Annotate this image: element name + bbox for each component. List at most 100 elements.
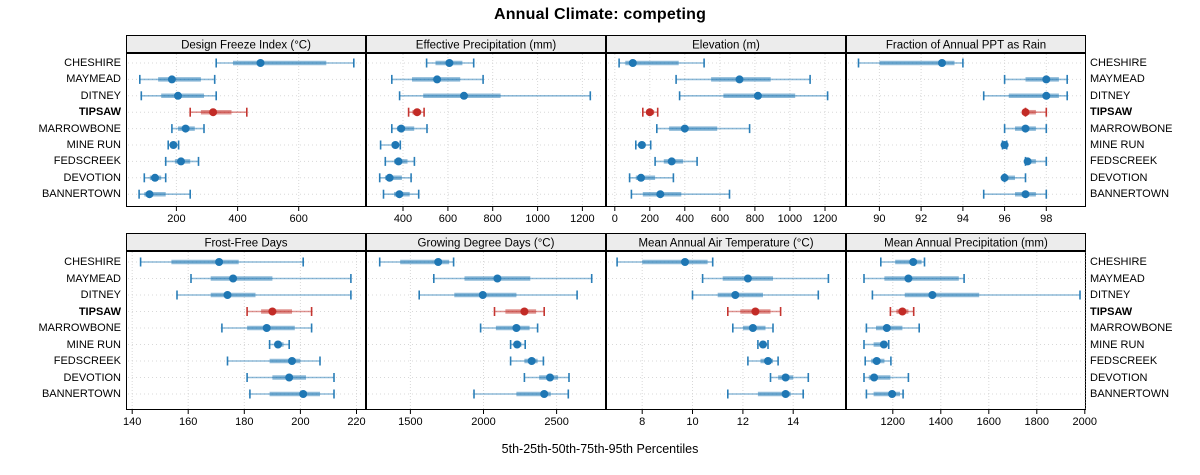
plot-area — [125, 53, 366, 207]
site-label-right-bottom-cheshire: CHESHIRE — [1090, 256, 1147, 268]
series-cheshire — [214, 58, 355, 68]
series-fedscreek — [509, 356, 544, 366]
series-tipsaw — [641, 107, 659, 117]
panel-mean-annual-precipitation-mm: Mean Annual Precipitation (mm) 1200 1400 16… — [845, 233, 1097, 428]
axis-tick-label: 2000 — [471, 416, 495, 428]
site-labels-right: CHESHIRE MAYMEAD DITNEY TIPSAW MARROWBONE MIN… — [1090, 0, 1200, 475]
median-dot — [680, 124, 689, 133]
median-dot — [539, 390, 548, 398]
median-dot — [872, 357, 881, 365]
site-label-left-top-bannertown: BANNERTOWN — [41, 188, 121, 201]
axis-tick-label: 1500 — [398, 416, 422, 428]
series-devotion — [378, 173, 412, 183]
series-devotion — [1000, 173, 1026, 183]
series-devotion — [245, 373, 335, 382]
site-label-left-top-ditney: DITNEY — [80, 89, 121, 102]
axis-tick-label: 1800 — [1024, 416, 1048, 428]
median-dot — [637, 141, 646, 149]
median-dot — [655, 190, 664, 199]
panel-growing-degree-days-c: Growing Degree Days (°C) 1500 2000 2500 — [365, 233, 606, 428]
axis-tick-label: 600 — [710, 213, 728, 225]
median-dot — [492, 274, 501, 283]
median-dot — [284, 373, 293, 382]
series-cheshire — [879, 257, 925, 267]
series-tipsaw — [726, 307, 781, 316]
percentiles-caption: 5th-25th-50th-75th-95th Percentiles — [501, 442, 699, 456]
strip — [605, 233, 846, 251]
median-dot — [394, 190, 403, 199]
strip — [605, 35, 846, 53]
median-dot — [1041, 75, 1050, 84]
site-label-right-bottom-maymead: MAYMEAD — [1090, 272, 1145, 285]
axis-tick-label: 0 — [611, 213, 617, 225]
series-devotion — [769, 373, 809, 382]
median-dot — [173, 91, 182, 100]
site-label-left-bottom-ditney: DITNEY — [80, 289, 121, 301]
series-maymead — [1003, 74, 1068, 84]
series-devotion — [862, 373, 909, 382]
series-bannertown — [726, 389, 804, 399]
series-ditney — [678, 91, 828, 101]
median-dot — [150, 173, 159, 182]
median-dot — [869, 373, 878, 382]
axis-tick-label: 600 — [438, 213, 456, 225]
median-dot — [214, 258, 223, 266]
strip — [125, 233, 366, 251]
panel-design-freeze-index-c: Design Freeze Index (°C) 200 400 600 — [125, 35, 366, 225]
series-cheshire — [425, 58, 474, 68]
series-mine-run — [166, 140, 179, 150]
series-marrowbone — [170, 124, 205, 134]
axis-tick-label: 160 — [179, 416, 197, 428]
median-dot — [667, 157, 676, 166]
series-fedscreek — [226, 356, 321, 366]
median-dot — [390, 141, 399, 149]
median-dot — [223, 291, 231, 299]
axis-tick-label: 200 — [640, 213, 658, 225]
series-marrowbone — [390, 124, 428, 134]
median-dot — [176, 157, 185, 166]
series-mine-run — [1000, 140, 1009, 150]
median-dot — [903, 274, 912, 283]
site-label-left-bottom-tipsaw: TIPSAW — [78, 305, 121, 318]
series-maymead — [432, 274, 592, 283]
series-fedscreek — [383, 156, 415, 166]
median-dot — [527, 357, 536, 365]
axis-tick-label: 140 — [123, 416, 141, 428]
site-label-left-top-devotion: DEVOTION — [63, 171, 121, 184]
median-dot — [412, 108, 421, 117]
median-dot — [887, 390, 896, 398]
strip — [845, 233, 1086, 251]
site-label-right-top-marrowbone: MARROWBONE — [1090, 122, 1173, 135]
median-dot — [262, 324, 271, 332]
series-fedscreek — [1023, 156, 1047, 166]
series-maymead — [701, 274, 829, 283]
median-dot — [459, 91, 468, 100]
series-fedscreek — [863, 356, 892, 366]
strip-title: Fraction of Annual PPT as Rain — [885, 40, 1045, 52]
series-ditney — [175, 290, 352, 300]
axis-tick-label: 2500 — [544, 416, 568, 428]
series-cheshire — [857, 58, 964, 68]
median-dot — [1000, 173, 1009, 182]
series-cheshire — [378, 257, 454, 267]
site-label-left-bottom-marrowbone: MARROWBONE — [38, 322, 122, 334]
median-dot — [512, 340, 521, 349]
site-label-left-top-cheshire: CHESHIRE — [64, 57, 121, 69]
site-label-left-bottom-maymead: MAYMEAD — [66, 272, 121, 285]
series-devotion — [142, 173, 167, 183]
series-ditney — [417, 290, 578, 300]
site-label-left-top-maymead: MAYMEAD — [66, 73, 121, 86]
series-maymead — [138, 74, 215, 84]
median-dot — [781, 390, 790, 398]
axis-tick-label: 220 — [347, 416, 365, 428]
site-label-right-bottom-mine-run: MINE RUN — [1090, 338, 1145, 351]
series-ditney — [691, 290, 819, 300]
median-dot — [181, 124, 190, 133]
axis-tick-label: 94 — [956, 213, 968, 225]
series-tipsaw — [493, 307, 545, 316]
strip-title: Mean Annual Air Temperature (°C) — [638, 238, 813, 250]
median-dot — [908, 258, 917, 266]
series-maymead — [674, 74, 811, 84]
series-ditney — [871, 290, 1081, 300]
median-dot — [433, 258, 442, 266]
